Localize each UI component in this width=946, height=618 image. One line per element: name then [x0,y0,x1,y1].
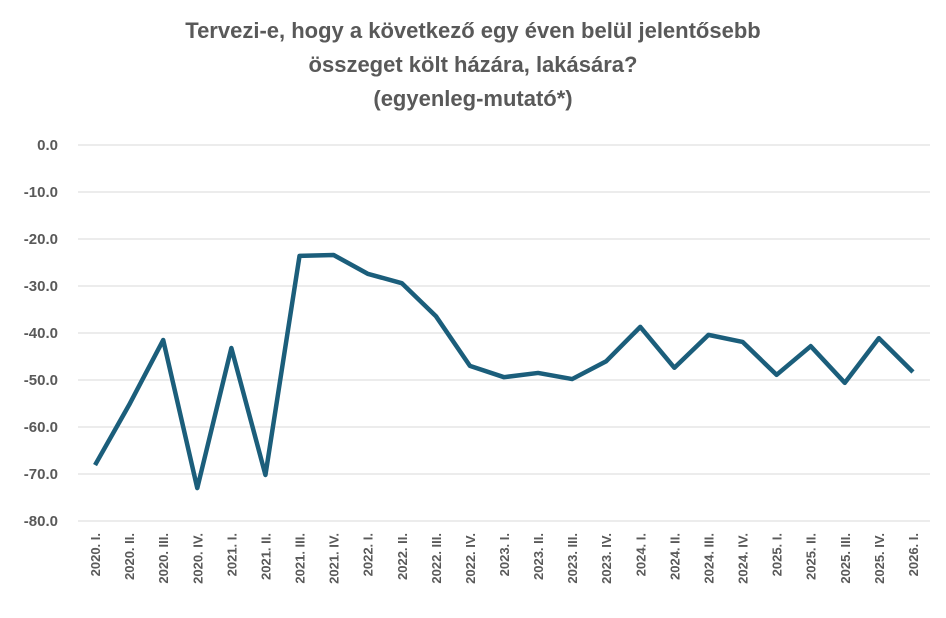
x-tick-label: 2025. IV. [872,533,887,584]
x-tick-label: 2022. I. [361,533,376,576]
chart-title: Tervezi-e, hogy a következő egy éven bel… [185,18,760,43]
x-tick-label: 2020. III. [156,533,171,584]
chart-title: összeget költ házára, lakására? [309,52,638,77]
y-tick-label: -30.0 [24,278,58,295]
x-tick-label: 2022. II. [395,533,410,580]
x-tick-label: 2024. I. [633,533,648,576]
x-tick-label: 2023. IV. [599,533,614,584]
x-tick-label: 2021. III. [293,533,308,584]
x-tick-label: 2021. II. [258,533,273,580]
x-tick-label: 2020. IV. [190,533,205,584]
x-tick-label: 2023. II. [531,533,546,580]
x-tick-label: 2024. II. [667,533,682,580]
y-tick-label: 0.0 [37,137,58,154]
chart-title: (egyenleg-mutató*) [373,86,572,111]
x-tick-label: 2021. IV. [327,533,342,584]
y-tick-label: -80.0 [24,513,58,530]
x-tick-label: 2022. III. [429,533,444,584]
x-tick-label: 2020. II. [122,533,137,580]
x-tick-label: 2024. III. [701,533,716,584]
y-tick-label: -50.0 [24,372,58,389]
y-tick-label: -10.0 [24,184,58,201]
x-tick-label: 2023. III. [565,533,580,584]
x-tick-label: 2025. II. [804,533,819,580]
y-tick-label: -40.0 [24,325,58,342]
y-tick-label: -70.0 [24,466,58,483]
y-tick-label: -20.0 [24,231,58,248]
x-tick-label: 2025. III. [838,533,853,584]
y-tick-label: -60.0 [24,419,58,436]
x-tick-label: 2026. I. [906,533,921,576]
line [93,252,915,491]
x-tick-label: 2023. I. [497,533,512,576]
x-tick-label: 2021. I. [224,533,239,576]
x-tick-label: 2025. I. [770,533,785,576]
x-tick-label: 2020. I. [88,533,103,576]
x-tick-label: 2024. IV. [736,533,751,584]
x-tick-label: 2022. IV. [463,533,478,584]
